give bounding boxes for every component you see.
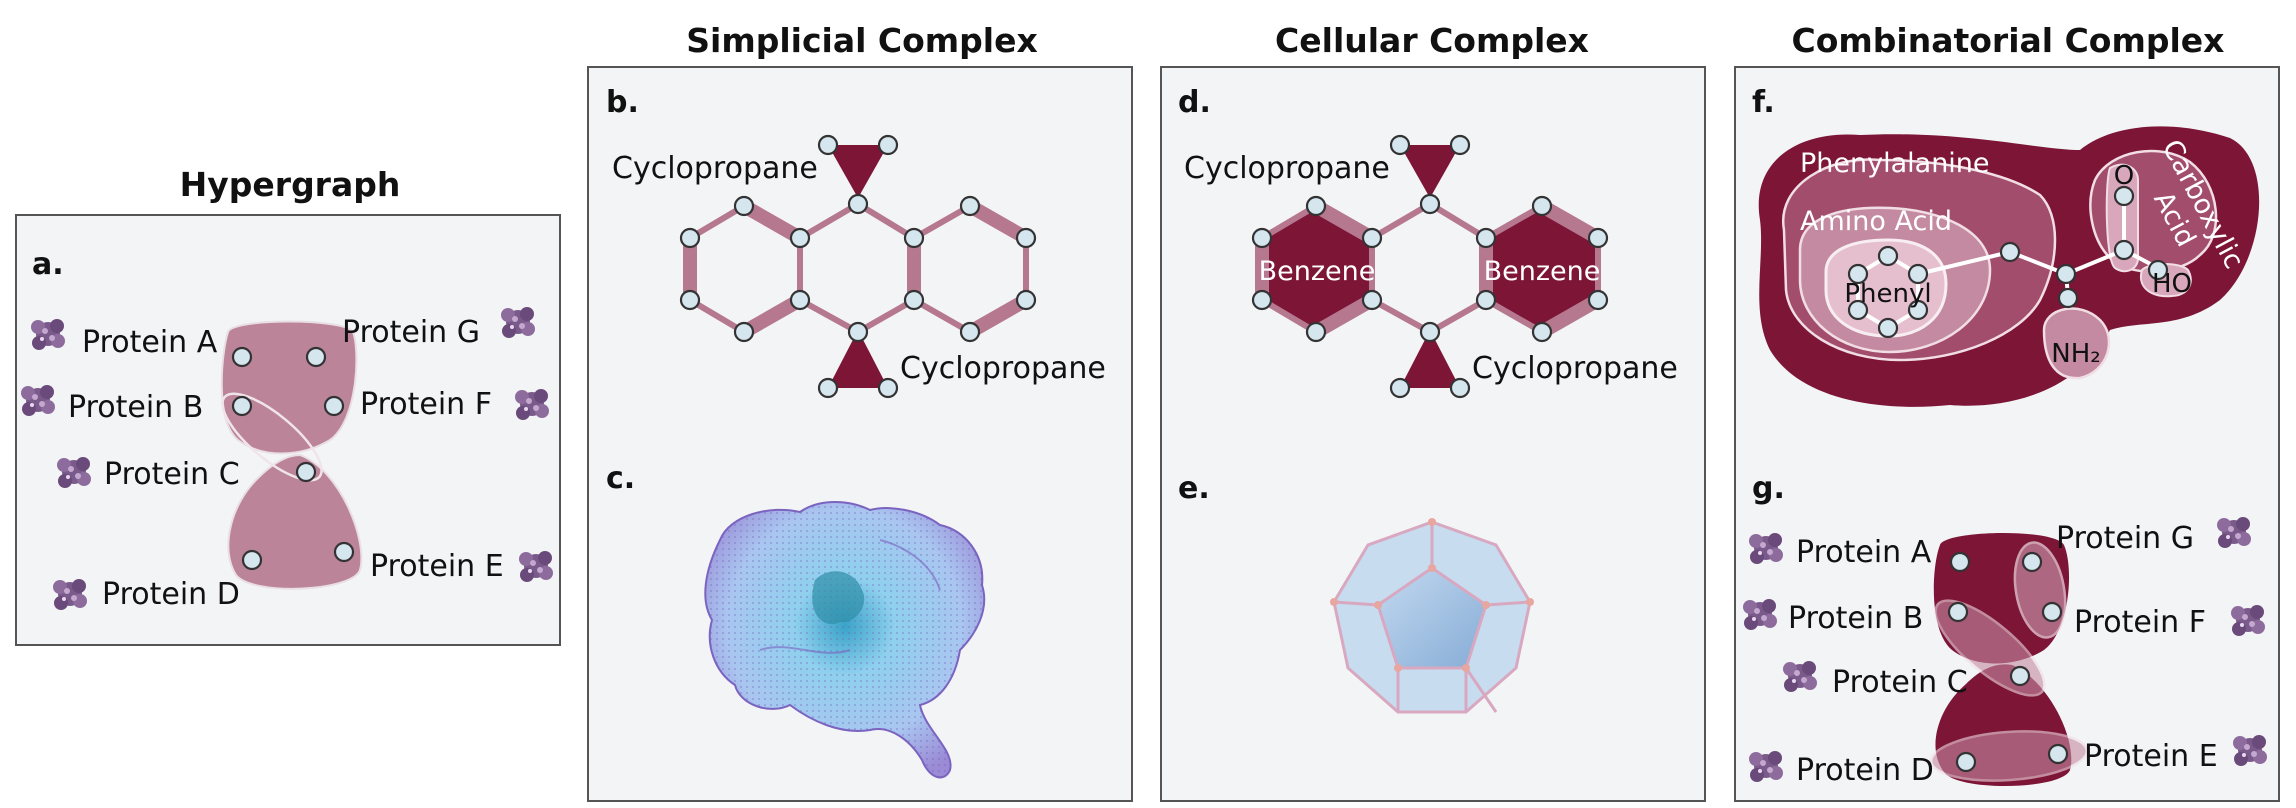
node-g-protein-g [2021, 551, 2043, 573]
protein-structure-icon [2217, 517, 2251, 548]
panel-letter-g: g. [1752, 471, 1785, 506]
protein-structure-icon [1749, 533, 1783, 564]
label-protein-d: Protein D [102, 577, 240, 612]
label-g-protein-c: Protein C [1832, 665, 1968, 700]
title-combinatorial-complex: Combinatorial Complex [1792, 21, 2225, 60]
protein-structure-icon [519, 551, 553, 582]
label-protein-b: Protein B [68, 390, 203, 425]
node-protein-g [305, 346, 327, 368]
cellular-molecule [1251, 134, 1609, 399]
label-g-protein-b: Protein B [1788, 601, 1923, 636]
label-benzene-left: Benzene [1259, 256, 1376, 287]
protein-structure-icon [1743, 599, 1777, 630]
protein-structure-icon [31, 319, 65, 350]
title-hypergraph: Hypergraph [180, 165, 401, 204]
label-g-protein-d: Protein D [1796, 753, 1934, 788]
panel-letter-a: a. [32, 247, 64, 282]
label-phenyl: Phenyl [1844, 279, 1931, 309]
label-g-protein-g: Protein G [2056, 521, 2194, 556]
panel-letter-e: e. [1178, 471, 1210, 506]
label-protein-e: Protein E [370, 549, 504, 584]
title-cellular-complex: Cellular Complex [1275, 21, 1589, 60]
node-g-protein-c [2009, 665, 2031, 687]
protein-structure-icon [53, 579, 87, 610]
node-g-protein-d [1955, 751, 1977, 773]
node-protein-c [295, 461, 317, 483]
label-nh2: NH₂ [2051, 339, 2100, 369]
label-protein-a: Protein A [82, 325, 218, 360]
title-simplicial-complex: Simplicial Complex [686, 21, 1038, 60]
dodecahedron-cell-complex [1330, 518, 1534, 714]
label-cyclopropane-top-d: Cyclopropane [1184, 151, 1390, 186]
node-protein-b [231, 395, 253, 417]
node-g-protein-f [2041, 601, 2063, 623]
protein-structure-icon [515, 389, 549, 420]
protein-surface-mesh [704, 501, 986, 779]
node-protein-f [323, 395, 345, 417]
label-benzene-right: Benzene [1484, 256, 1601, 287]
panel-letter-d: d. [1178, 85, 1211, 120]
label-cyclopropane-bottom-b: Cyclopropane [900, 351, 1106, 386]
protein-structure-icon [1783, 661, 1817, 692]
label-g-protein-e: Protein E [2084, 739, 2218, 774]
node-protein-a [231, 346, 253, 368]
node-g-protein-b [1947, 601, 1969, 623]
hyperedge-top [220, 320, 358, 455]
panel-letter-c: c. [606, 461, 635, 496]
node-protein-d [241, 549, 263, 571]
label-amino-acid: Amino Acid [1800, 206, 1952, 237]
protein-structure-icon [2231, 605, 2265, 636]
node-g-protein-a [1949, 551, 1971, 573]
protein-structure-icon [501, 307, 535, 338]
protein-structure-icon [57, 457, 91, 488]
protein-structure-icon [2233, 735, 2267, 766]
node-protein-e [333, 541, 355, 563]
panel-letter-b: b. [606, 85, 639, 120]
hyperedge-bottom [227, 453, 363, 590]
hyperedge-pair-outline [221, 392, 323, 482]
label-cyclopropane-top-b: Cyclopropane [612, 151, 818, 186]
label-g-protein-a: Protein A [1796, 535, 1932, 570]
label-oxygen: O [2114, 161, 2134, 191]
phenylalanine-complex [1758, 126, 2260, 407]
label-ho: HO [2152, 269, 2192, 299]
panel-letter-f: f. [1752, 85, 1775, 120]
label-cyclopropane-bottom-d: Cyclopropane [1472, 351, 1678, 386]
protein-structure-icon [21, 385, 55, 416]
label-phenylalanine: Phenylalanine [1800, 148, 1990, 179]
label-protein-c: Protein C [104, 457, 240, 492]
label-protein-g: Protein G [342, 315, 480, 350]
label-protein-f: Protein F [360, 387, 492, 422]
node-g-protein-e [2047, 743, 2069, 765]
protein-structure-icon [1749, 751, 1783, 782]
label-g-protein-f: Protein F [2074, 605, 2206, 640]
simplicial-molecule [679, 134, 1037, 399]
